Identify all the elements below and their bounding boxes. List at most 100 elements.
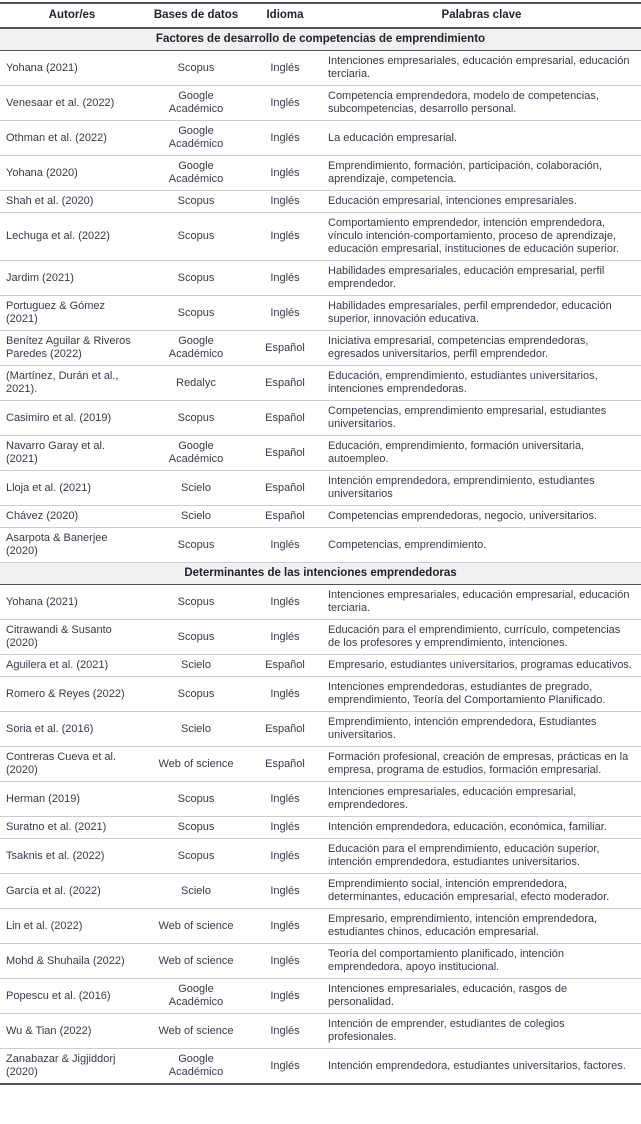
- cell-idioma: Inglés: [248, 781, 322, 817]
- cell-palabras-clave: Empresario, emprendimiento, intención em…: [322, 908, 641, 944]
- cell-idioma: Español: [248, 654, 322, 677]
- cell-base-de-datos: Scielo: [144, 470, 248, 506]
- cell-autor: Zanabazar & Jigjiddorj (2020): [0, 1048, 144, 1085]
- cell-palabras-clave: Educación, emprendimiento, estudiantes u…: [322, 365, 641, 401]
- cell-base-de-datos: Scopus: [144, 584, 248, 620]
- cell-palabras-clave: Intenciones empresariales, educación emp…: [322, 781, 641, 817]
- table-row: Chávez (2020) Scielo Español Competencias e…: [0, 505, 641, 528]
- section-header-row: Determinantes de las intenciones emprend…: [0, 562, 641, 585]
- cell-autor: Yohana (2021): [0, 50, 144, 86]
- table-row: Suratno et al. (2021) Scopus Inglés Intenci…: [0, 816, 641, 839]
- cell-idioma: Inglés: [248, 816, 322, 839]
- cell-idioma: Inglés: [248, 584, 322, 620]
- cell-idioma: Español: [248, 400, 322, 436]
- cell-palabras-clave: Intención emprendedora, estudiantes univ…: [322, 1048, 641, 1085]
- cell-base-de-datos: Scopus: [144, 619, 248, 655]
- cell-base-de-datos: Scopus: [144, 260, 248, 296]
- cell-palabras-clave: Intenciones empresariales, educación, ra…: [322, 978, 641, 1014]
- cell-idioma: Inglés: [248, 212, 322, 261]
- column-header-palabras-clave: Palabras clave: [322, 2, 641, 29]
- cell-base-de-datos: Scopus: [144, 212, 248, 261]
- cell-autor: Casimiro et al. (2019): [0, 400, 144, 436]
- section-header-row: Factores de desarrollo de competencias d…: [0, 27, 641, 51]
- cell-idioma: Español: [248, 711, 322, 747]
- cell-base-de-datos: Web of science: [144, 908, 248, 944]
- cell-base-de-datos: Scielo: [144, 873, 248, 909]
- cell-autor: Contreras Cueva et al. (2020): [0, 746, 144, 782]
- cell-autor: Navarro Garay et al. (2021): [0, 435, 144, 471]
- cell-palabras-clave: Competencias, emprendimiento empresarial…: [322, 400, 641, 436]
- cell-base-de-datos: Google Académico: [144, 435, 248, 471]
- cell-palabras-clave: Comportamiento emprendedor, intención em…: [322, 212, 641, 261]
- cell-base-de-datos: Google Académico: [144, 1048, 248, 1085]
- cell-idioma: Inglés: [248, 527, 322, 563]
- cell-idioma: Inglés: [248, 295, 322, 331]
- table-row: Mohd & Shuhaila (2022) Web of science Ingl…: [0, 943, 641, 979]
- cell-palabras-clave: Competencias emprendedoras, negocio, uni…: [322, 505, 641, 528]
- cell-base-de-datos: Scopus: [144, 816, 248, 839]
- table-row: Portuguez & Gómez (2021) Scopus Inglés Habi…: [0, 295, 641, 331]
- cell-palabras-clave: Iniciativa empresarial, competencias emp…: [322, 330, 641, 366]
- cell-base-de-datos: Google Académico: [144, 155, 248, 191]
- table-row: Yohana (2020) Google Académico Inglés Empre…: [0, 155, 641, 191]
- cell-base-de-datos: Scopus: [144, 781, 248, 817]
- table-row: Zanabazar & Jigjiddorj (2020) Google Acad…: [0, 1048, 641, 1085]
- table-row: Lechuga et al. (2022) Scopus Inglés Comport…: [0, 212, 641, 261]
- cell-base-de-datos: Google Académico: [144, 120, 248, 156]
- table-row: Venesaar et al. (2022) Google Académico In…: [0, 85, 641, 121]
- cell-base-de-datos: Google Académico: [144, 978, 248, 1014]
- cell-palabras-clave: Educación empresarial, intenciones empre…: [322, 190, 641, 213]
- cell-autor: Romero & Reyes (2022): [0, 676, 144, 712]
- cell-palabras-clave: Empresario, estudiantes universitarios, …: [322, 654, 641, 677]
- literature-review-table: Autor/es Bases de datos Idioma Palabras …: [0, 2, 641, 1085]
- table-row: Othman et al. (2022) Google Académico Ingl…: [0, 120, 641, 156]
- cell-base-de-datos: Web of science: [144, 1013, 248, 1049]
- cell-base-de-datos: Google Académico: [144, 85, 248, 121]
- cell-idioma: Inglés: [248, 50, 322, 86]
- table-row: Lin et al. (2022) Web of science Inglés Emp…: [0, 908, 641, 944]
- cell-idioma: Inglés: [248, 190, 322, 213]
- cell-base-de-datos: Redalyc: [144, 365, 248, 401]
- column-header-bases-de-datos: Bases de datos: [144, 2, 248, 29]
- cell-idioma: Inglés: [248, 260, 322, 296]
- cell-autor: Popescu et al. (2016): [0, 978, 144, 1014]
- cell-palabras-clave: Habilidades empresariales, educación emp…: [322, 260, 641, 296]
- cell-autor: Mohd & Shuhaila (2022): [0, 943, 144, 979]
- cell-autor: (Martínez, Durán et al., 2021).: [0, 365, 144, 401]
- table-body: Factores de desarrollo de competencias d…: [0, 27, 641, 1085]
- cell-palabras-clave: Intención emprendedora, educación, econó…: [322, 816, 641, 839]
- section-title: Factores de desarrollo de competencias d…: [0, 27, 641, 51]
- cell-idioma: Español: [248, 505, 322, 528]
- cell-idioma: Inglés: [248, 619, 322, 655]
- table-row: Navarro Garay et al. (2021) Google Académ…: [0, 435, 641, 471]
- cell-palabras-clave: La educación empresarial.: [322, 120, 641, 156]
- column-header-autor: Autor/es: [0, 2, 144, 29]
- cell-base-de-datos: Scopus: [144, 295, 248, 331]
- cell-autor: Citrawandi & Susanto (2020): [0, 619, 144, 655]
- cell-autor: Portuguez & Gómez (2021): [0, 295, 144, 331]
- cell-palabras-clave: Emprendimiento social, intención emprend…: [322, 873, 641, 909]
- table-row: Benítez Aguilar & Riveros Paredes (2022)…: [0, 330, 641, 366]
- table-row: García et al. (2022) Scielo Inglés Emprendi…: [0, 873, 641, 909]
- cell-idioma: Español: [248, 435, 322, 471]
- cell-palabras-clave: Intenciones empresariales, educación emp…: [322, 50, 641, 86]
- cell-autor: García et al. (2022): [0, 873, 144, 909]
- cell-palabras-clave: Educación para el emprendimiento, educac…: [322, 838, 641, 874]
- cell-palabras-clave: Emprendimiento, intención emprendedora, …: [322, 711, 641, 747]
- table-row: Aguilera et al. (2021) Scielo Español Empre…: [0, 654, 641, 677]
- cell-idioma: Inglés: [248, 838, 322, 874]
- cell-base-de-datos: Scopus: [144, 400, 248, 436]
- cell-idioma: Inglés: [248, 85, 322, 121]
- cell-autor: Herman (2019): [0, 781, 144, 817]
- cell-idioma: Español: [248, 470, 322, 506]
- table-row: Casimiro et al. (2019) Scopus Español Compe…: [0, 400, 641, 436]
- table-row: Citrawandi & Susanto (2020) Scopus Inglés E…: [0, 619, 641, 655]
- cell-palabras-clave: Formación profesional, creación de empre…: [322, 746, 641, 782]
- cell-palabras-clave: Intenciones empresariales, educación emp…: [322, 584, 641, 620]
- cell-autor: Tsaknis et al. (2022): [0, 838, 144, 874]
- cell-idioma: Inglés: [248, 1013, 322, 1049]
- cell-palabras-clave: Educación, emprendimiento, formación uni…: [322, 435, 641, 471]
- table-row: Contreras Cueva et al. (2020) Web of scie…: [0, 746, 641, 782]
- table-row: Tsaknis et al. (2022) Scopus Inglés Educaci…: [0, 838, 641, 874]
- column-header-row: Autor/es Bases de datos Idioma Palabras …: [0, 2, 641, 29]
